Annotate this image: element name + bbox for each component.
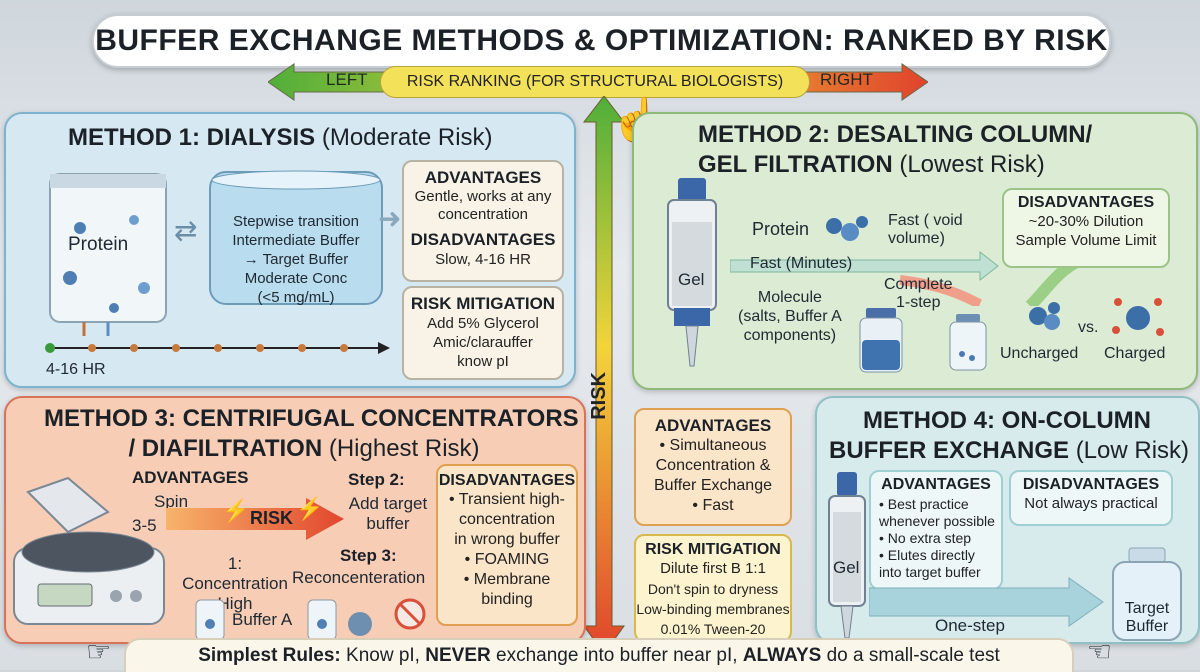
step3-title: Step 3: [340, 546, 397, 565]
dialysis-bag-icon [49, 173, 167, 336]
vial-small-icon [949, 314, 987, 371]
risk-arrow-icon [166, 498, 344, 540]
risk-left-label: LEFT [326, 70, 368, 89]
fast-minutes-label: Fast (Minutes) [750, 255, 853, 272]
method2-disadvantages-box: DISADVANTAGES ~20-30% Dilution Sample Vo… [1002, 188, 1170, 268]
method3-disadvantages-box: DISADVANTAGES • Transient high- concentr… [436, 464, 578, 626]
target-buffer-bottle-icon [1112, 547, 1182, 641]
simplest-rules-bar: ☞ Simplest Rules: Know pI, NEVER exchang… [86, 636, 1112, 672]
risk-label: RISK [250, 508, 294, 528]
vs-label: vs. [1078, 319, 1099, 336]
pointing-hand-right-icon: ☜ [1086, 636, 1112, 667]
complete-label: Complete 1-step [884, 276, 953, 311]
method4-gel-label: Gel [833, 558, 860, 577]
method3-panel: METHOD 3: CENTRIFUGAL CONCENTRATORS / DI… [4, 396, 586, 644]
lightning-right-icon: ⚡ [296, 496, 324, 521]
bag-protein-label: Protein [68, 234, 129, 255]
exchange-arrows-icon: ⇄ [174, 215, 198, 246]
one-step-label: One-step [935, 616, 1005, 635]
protein-label: Protein [752, 219, 810, 239]
step3-text: Reconcenteration [292, 568, 426, 587]
method2-panel: METHOD 2: DESALTING COLUMN/ GEL FILTRATI… [632, 112, 1198, 390]
method4-title: METHOD 4: ON-COLUMN BUFFER EXCHANGE (Low… [829, 407, 1190, 464]
one-step-arrow-icon [869, 577, 1104, 627]
beaker-icon [209, 170, 383, 305]
centrifuge-icon [13, 476, 165, 625]
time-label: 4-16 HR [46, 361, 106, 378]
page-title: BUFFER EXCHANGE METHODS & OPTIMIZATION: … [92, 14, 1111, 68]
method4-panel: METHOD 4: ON-COLUMN BUFFER EXCHANGE (Low… [815, 396, 1200, 644]
beaker-text: Stepwise transition Intermediate Buffer … [232, 213, 360, 306]
vial-icon [859, 308, 903, 373]
tubes-icon [195, 598, 426, 641]
method1-adv-disadv-box: ADVANTAGES Gentle, works at any concentr… [402, 160, 564, 282]
uncharged-molecule-icon [1029, 302, 1060, 330]
charged-label: Charged [1104, 345, 1166, 362]
fast-void-label: Fast ( void volume) [888, 212, 963, 247]
middle-mitigation-box: RISK MITIGATION Dilute first B 1:1 Don't… [634, 534, 792, 642]
method4-advantages-box: ADVANTAGES • Best practice whenever poss… [869, 470, 1003, 590]
column-gel-label: Gel [678, 270, 705, 289]
method2-title: METHOD 2: DESALTING COLUMN/ GEL FILTRATI… [698, 121, 1093, 178]
desalting-column-icon [667, 178, 717, 367]
pointing-hand-left-icon: ☞ [86, 636, 112, 667]
on-column-icon [828, 472, 866, 639]
method1-panel: METHOD 1: DIALYSIS (Moderate Risk) Prote… [4, 112, 576, 388]
risk-ranking-bar: LEFT RISK RANKING (FOR STRUCTURAL BIOLOG… [268, 62, 928, 102]
protein-molecule-icon [826, 216, 868, 241]
timeline-icon [45, 342, 390, 354]
method3-title: METHOD 3: CENTRIFUGAL CONCENTRATORS / DI… [44, 405, 579, 462]
method4-disadvantages-box: DISADVANTAGES Not always practical [1009, 470, 1173, 526]
risk-right-label: RIGHT [820, 70, 873, 89]
buffer-a-label: Buffer A [232, 610, 293, 629]
spin-label: Spin [154, 492, 189, 511]
method3-advantages-title: ADVANTAGES [132, 468, 249, 487]
uncharged-label: Uncharged [1000, 345, 1079, 362]
vertical-risk-label: RISK [588, 372, 610, 420]
target-buffer-label: Target Buffer [1124, 600, 1170, 635]
method1-mitigation-box: RISK MITIGATION Add 5% Glycerol Amic/cla… [402, 286, 564, 380]
step2-text: Add target buffer [348, 494, 428, 533]
lightning-left-icon: ⚡ [222, 498, 250, 523]
middle-advantages-box: ADVANTAGES • Simultaneous Concentration … [634, 408, 792, 526]
charged-molecule-icon [1112, 298, 1164, 336]
method1-title: METHOD 1: DIALYSIS (Moderate Risk) [68, 124, 493, 151]
risk-ranking-label: RISK RANKING (FOR STRUCTURAL BIOLOGISTS) [380, 66, 810, 98]
step2-title: Step 2: [348, 470, 405, 489]
step1-text: 1: Concentration High [182, 554, 288, 613]
spin-count-label: 3-5 [132, 516, 157, 535]
arrow-right-icon: ➜ [378, 203, 402, 234]
